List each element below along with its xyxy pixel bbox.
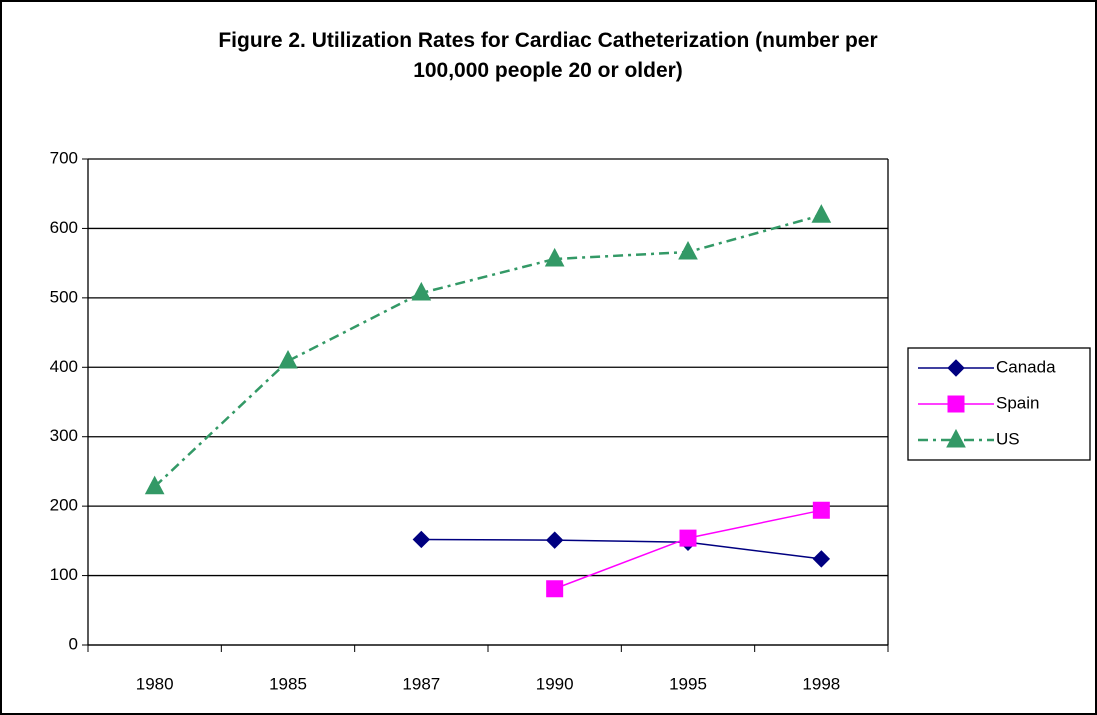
x-tick-label: 1995 [669, 674, 707, 693]
legend-marker [947, 395, 965, 413]
y-tick-label: 400 [50, 357, 78, 376]
chart-title: Figure 2. Utilization Rates for Cardiac … [218, 29, 878, 82]
legend-marker [947, 359, 965, 377]
data-point [544, 247, 565, 267]
y-tick-label: 600 [50, 218, 78, 237]
data-point [678, 240, 698, 260]
data-point [679, 529, 697, 547]
y-tick-label: 700 [50, 148, 78, 167]
legend-marker [946, 428, 966, 448]
data-point [811, 204, 832, 223]
y-tick-label: 0 [69, 634, 78, 653]
series-line [421, 538, 822, 560]
y-tick-label: 500 [50, 287, 78, 306]
legend-label: Spain [996, 393, 1039, 412]
legend-label: US [996, 429, 1020, 448]
x-tick-label: 1990 [536, 674, 574, 693]
y-tick-label: 200 [50, 496, 78, 515]
data-point [546, 580, 564, 598]
data-point [411, 281, 432, 301]
x-tick-label: 1980 [136, 674, 174, 693]
series-line [153, 214, 822, 488]
data-point [278, 349, 298, 369]
x-tick-label: 1998 [802, 674, 840, 693]
y-tick-label: 300 [50, 426, 78, 445]
x-tick-label: 1987 [402, 674, 440, 693]
data-point [812, 501, 830, 519]
legend-label: Canada [996, 357, 1056, 376]
data-point [144, 475, 165, 495]
data-point [545, 531, 564, 549]
data-point [412, 530, 431, 549]
x-tick-label: 1985 [269, 674, 307, 693]
data-point [812, 550, 831, 568]
y-tick-label: 100 [50, 565, 78, 584]
